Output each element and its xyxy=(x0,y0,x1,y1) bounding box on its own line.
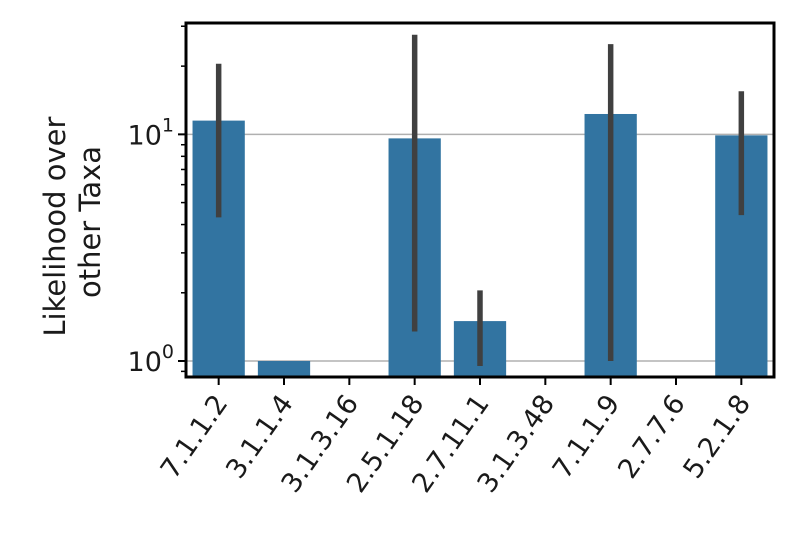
x-tick-label-7.1.1.9: 7.1.1.9 xyxy=(547,389,627,484)
y-tick-label-1: 101 xyxy=(128,114,174,151)
x-tick-label-7.1.1.2: 7.1.1.2 xyxy=(155,389,235,484)
x-axis-ticks: 7.1.1.23.1.1.43.1.3.162.5.1.182.7.11.13.… xyxy=(155,377,757,498)
x-tick-label-2.7.7.6: 2.7.7.6 xyxy=(612,389,692,484)
error-bars xyxy=(215,34,745,367)
y-axis-label: Likelihood over other Taxa xyxy=(38,107,107,336)
x-tick-label-5.2.1.8: 5.2.1.8 xyxy=(677,389,757,484)
y-axis-label-line-2: other Taxa xyxy=(73,146,107,298)
y-axis-ticks: 100 101 xyxy=(128,25,186,378)
bar-3.1.1.4 xyxy=(257,361,311,377)
y-tick-label-0: 100 xyxy=(128,341,174,378)
y-axis-label-line-1: Likelihood over xyxy=(38,116,72,336)
